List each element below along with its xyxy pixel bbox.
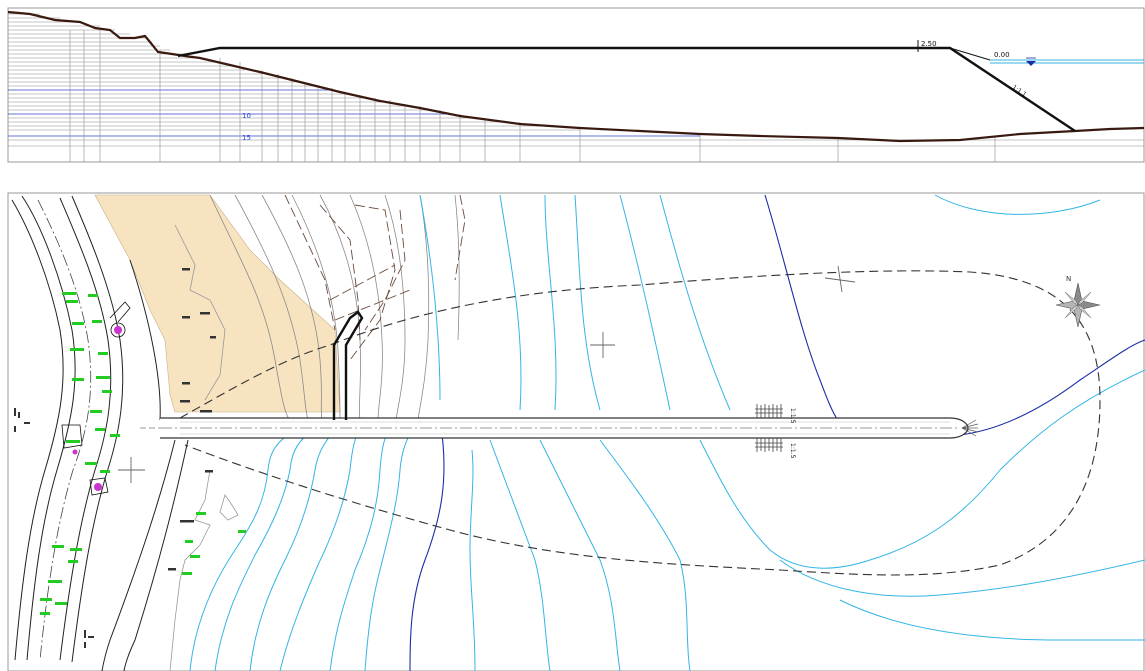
- lower-survey-path-2: [219, 494, 239, 521]
- profile-hatch: [8, 13, 1144, 147]
- bathymetric-contours: [189, 194, 1145, 671]
- profile-section: 10 15 2.50 0.00 1:1.1: [7, 7, 1145, 163]
- profile-water-lines: [990, 59, 1144, 64]
- north-label: N: [1066, 275, 1071, 283]
- slope-hatch-top: [755, 404, 783, 418]
- plan-frame: [7, 192, 1145, 671]
- profile-slope-label: 1:1.1: [1011, 84, 1028, 99]
- survey-details-black: [61, 301, 131, 496]
- profile-frame: [7, 7, 1145, 163]
- north-arrow-icon: N: [1055, 275, 1101, 328]
- left-edge-markers: [14, 408, 94, 648]
- cross-marker-3: [118, 457, 145, 483]
- plan-section: 1:1.5 1:1.5 N: [7, 192, 1145, 671]
- slope-label-bottom: 1:1.5: [789, 443, 796, 459]
- profile-terrain-line: [7, 10, 1145, 143]
- dashed-construction-lines: [284, 194, 466, 361]
- profile-wave-wall: [949, 47, 991, 61]
- profile-crest-label: 2.50: [921, 40, 937, 48]
- breakwater-jetty: [140, 417, 969, 439]
- cross-marker-2: [824, 265, 856, 293]
- terrain-contours: [209, 194, 460, 421]
- road-centerline: [37, 199, 92, 661]
- profile-breakwater-outline: [177, 46, 1076, 132]
- land-point-labels: [168, 268, 216, 571]
- profile-elevation-label-15: 15: [242, 134, 251, 142]
- profile-elevation-lines: [8, 89, 700, 137]
- lower-survey-path: [169, 469, 211, 671]
- land-area-fill: [94, 194, 341, 413]
- cross-marker-1: [590, 332, 615, 358]
- survey-points-magenta: [72, 326, 122, 491]
- profile-elevation-label-10: 10: [242, 112, 251, 120]
- root-structure-line: [332, 310, 364, 420]
- survey-points-green: [40, 292, 246, 615]
- profile-water-label: 0.00: [994, 51, 1010, 59]
- harbor-boundary-line: [179, 270, 1101, 576]
- water-level-icon: [1026, 61, 1036, 66]
- jetty-head-symbol: [961, 419, 979, 437]
- slope-hatch-bottom: [755, 438, 783, 452]
- slope-label-top: 1:1.5: [789, 408, 796, 424]
- profile-station-lines: [69, 30, 996, 162]
- land-survey-path: [174, 224, 226, 401]
